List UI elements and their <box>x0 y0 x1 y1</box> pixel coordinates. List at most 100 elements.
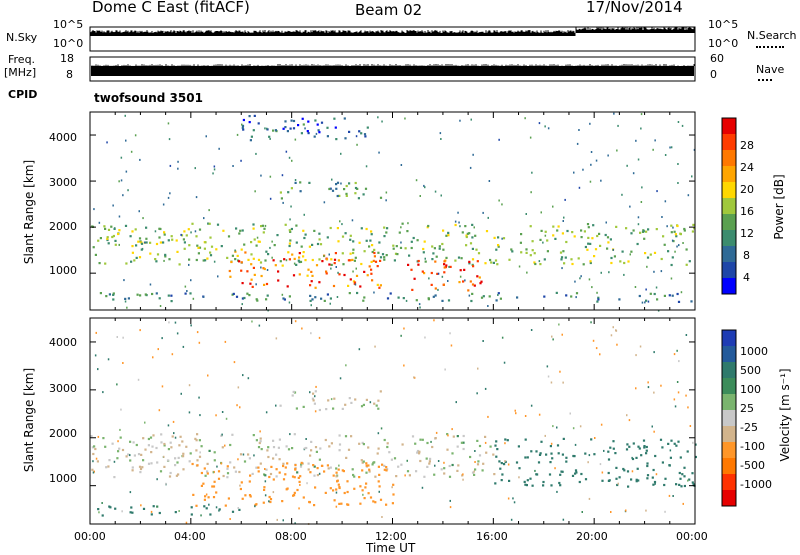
power-cell <box>441 275 444 278</box>
power-cell <box>474 234 477 237</box>
power-cell <box>623 273 625 276</box>
velocity-cell <box>169 441 172 444</box>
power-cell <box>433 247 436 250</box>
velocity-cell <box>313 402 316 405</box>
power-cell <box>636 242 639 246</box>
velocity-cell <box>176 461 179 464</box>
velocity-cell <box>378 473 381 476</box>
velocity-cell <box>556 426 558 429</box>
power-cell <box>310 280 313 283</box>
velocity-cell <box>433 473 436 476</box>
axis-ticks <box>89 112 696 524</box>
velocity-cell <box>174 457 177 460</box>
power-cell <box>497 294 499 296</box>
power-cell <box>561 267 563 270</box>
velocity-cbar-tick-1000: 1000 <box>740 345 768 358</box>
velocity-cell <box>683 475 686 478</box>
power-cell <box>641 186 643 189</box>
power-cell <box>337 240 340 243</box>
velocity-cell <box>335 505 338 508</box>
power-cell <box>441 299 444 302</box>
velocity-cell <box>131 466 134 469</box>
velocity-cell <box>226 465 229 468</box>
velocity-cell <box>635 354 637 357</box>
power-cell <box>482 211 484 214</box>
power-cell <box>281 174 284 177</box>
power-cell <box>497 236 500 239</box>
velocity-cell <box>574 443 577 446</box>
power-cell <box>524 117 526 120</box>
velocity-cell <box>150 510 153 513</box>
velocity-cell <box>281 500 284 503</box>
velocity-cell <box>323 470 326 473</box>
power-cell <box>543 258 546 261</box>
power-cell <box>314 286 317 289</box>
power-cell <box>246 292 249 295</box>
velocity-cell <box>333 397 336 400</box>
power-cell <box>335 183 338 186</box>
velocity-cell <box>152 434 155 437</box>
velocity-cell <box>102 437 105 440</box>
power-cell <box>664 154 667 156</box>
velocity-cell <box>144 448 147 451</box>
power-cell <box>318 258 321 261</box>
velocity-cell <box>259 462 262 465</box>
power-cell <box>454 223 457 227</box>
power-cell <box>333 262 336 265</box>
power-cell <box>664 200 667 203</box>
power-cell <box>260 174 262 177</box>
velocity-cell <box>632 442 635 445</box>
power-cell <box>134 228 137 231</box>
power-cell <box>362 193 365 196</box>
power-cell <box>184 292 187 295</box>
velocity-cell <box>451 428 453 431</box>
power-colorbar-segment <box>722 118 736 135</box>
power-cell <box>262 267 265 270</box>
power-cell <box>358 241 361 244</box>
power-cell <box>466 232 469 235</box>
power-cell <box>617 124 619 127</box>
power-cell <box>671 294 674 297</box>
velocity-cell <box>354 398 357 401</box>
velocity-cell <box>515 461 519 464</box>
power-cell <box>511 250 514 253</box>
velocity-cell <box>215 491 218 494</box>
power-cell <box>406 230 409 233</box>
power-cell <box>430 283 433 286</box>
power-cell <box>318 238 321 241</box>
velocity-cell <box>635 480 638 483</box>
velocity-cell <box>628 445 631 448</box>
velocity-colorbar-segment <box>722 394 736 411</box>
power-cell <box>399 246 403 249</box>
power-cell <box>282 127 285 130</box>
power-cell <box>285 150 288 153</box>
velocity-cell <box>220 434 223 437</box>
velocity-cell <box>94 354 97 357</box>
power-cell <box>419 306 421 309</box>
velocity-cell <box>554 467 556 470</box>
power-cell <box>287 251 290 254</box>
velocity-cell <box>242 453 245 456</box>
power-cell <box>590 163 592 166</box>
velocity-cell <box>221 446 224 449</box>
velocity-cell <box>377 465 380 468</box>
velocity-cell <box>374 345 376 348</box>
velocity-cell <box>362 493 364 496</box>
velocity-cell <box>455 401 457 404</box>
power-cell <box>250 135 253 138</box>
velocity-cell <box>406 470 410 473</box>
velocity-cell <box>351 468 354 471</box>
velocity-cell <box>177 473 180 476</box>
power-cell <box>428 277 430 280</box>
power-cell <box>319 243 323 246</box>
power-cell <box>396 253 399 256</box>
power-cell <box>241 282 244 285</box>
power-cell <box>177 160 179 163</box>
power-cell <box>331 178 333 181</box>
power-cell <box>386 297 390 300</box>
velocity-cell <box>316 467 319 470</box>
power-cell <box>104 227 107 230</box>
velocity-cell <box>635 456 638 459</box>
velocity-cell <box>231 433 234 436</box>
velocity-cell <box>443 472 446 475</box>
